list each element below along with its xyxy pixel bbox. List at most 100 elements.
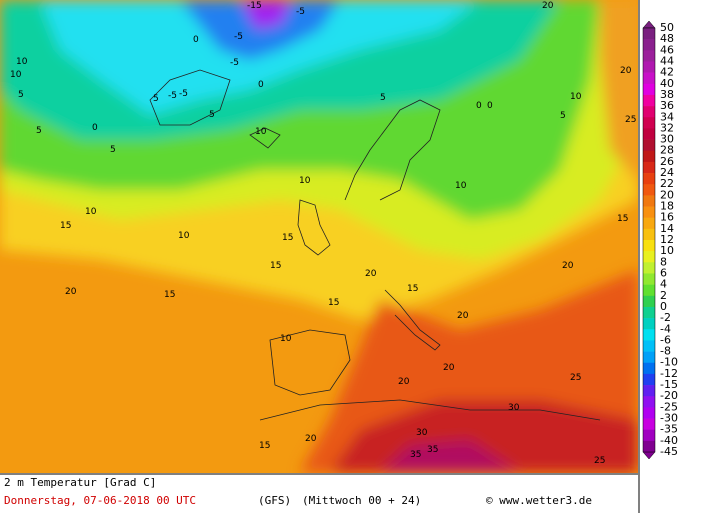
contour-label: 25 [594, 456, 605, 466]
colorbar-band [643, 240, 655, 252]
colorbar-band [643, 373, 655, 386]
colorbar-band [643, 72, 655, 85]
colorbar-tick-label: 22 [660, 177, 674, 190]
contour-label: 15 [407, 284, 418, 294]
colorbar-band [643, 217, 655, 230]
colorbar-band [643, 351, 655, 364]
contour-label: -15 [247, 1, 262, 11]
contour-label: 10 [178, 231, 190, 241]
contour-label: 10 [85, 207, 97, 217]
contour-label: -5 [168, 91, 177, 101]
contour-label: 30 [508, 403, 520, 413]
contour-label: 35 [410, 450, 421, 460]
colorbar-band [643, 106, 655, 118]
coast-britain [297, 199, 331, 256]
colorbar-frame [642, 27, 656, 453]
colorbar-band [643, 184, 655, 196]
colorbar-band [643, 61, 655, 73]
colorbar-tick-label: -10 [660, 356, 678, 369]
colorbar-tick-label: 36 [660, 99, 674, 112]
colorbar-tick-label: 38 [660, 88, 674, 101]
zone-minus5 [40, 0, 480, 115]
contour-label: 20 [562, 261, 574, 271]
colorbar-band [643, 396, 655, 408]
zone-east [600, 0, 638, 180]
colorbar-band [643, 39, 655, 51]
colorbar-band [643, 94, 655, 107]
contour-label: 10 [455, 181, 467, 191]
coast-africa [259, 399, 601, 421]
contour-label: -5 [179, 89, 188, 99]
colorbar-tick-label: 48 [660, 32, 674, 45]
colorbar-tick-label: 40 [660, 77, 674, 90]
colorbar-band [643, 28, 655, 40]
colorbar-tick-label: 8 [660, 255, 667, 268]
colorbar-tick-label: 4 [660, 278, 667, 291]
coastlines [149, 69, 601, 421]
contour-label: 10 [255, 127, 267, 137]
colorbar-band [643, 195, 655, 207]
colorbar-band [643, 139, 655, 152]
contour-label: -5 [234, 32, 243, 42]
contour-label: 20 [620, 66, 632, 76]
colorbar-tick-label: -40 [660, 434, 678, 447]
colorbar-band [643, 306, 655, 319]
contour-label: 20 [443, 363, 455, 373]
colorbar-band [643, 407, 655, 419]
colorbar-tick-label: -45 [660, 445, 678, 458]
colorbar-tick-label: 20 [660, 188, 674, 201]
colorbar-tick-label: -20 [660, 389, 678, 402]
contour-label: 25 [570, 373, 581, 383]
colorbar-tick-label: -4 [660, 322, 671, 335]
colorbar-band [643, 50, 655, 62]
contour-label: 20 [305, 434, 317, 444]
colorbar-tick-label: 28 [660, 144, 674, 157]
colorbar-band [643, 429, 655, 442]
zone-35 [380, 440, 520, 473]
coast-iberia [269, 329, 351, 396]
contour-label: 20 [542, 1, 554, 11]
contour-label: 20 [365, 269, 377, 279]
contour-label: 15 [328, 298, 339, 308]
contour-label: 10 [10, 70, 22, 80]
contour-label: 25 [625, 115, 636, 125]
colorbar-band [643, 418, 655, 430]
colorbar-band [643, 273, 655, 285]
colorbar-band [643, 295, 655, 308]
colorbar-tick-label: 32 [660, 121, 674, 134]
contour-label: 0 [487, 101, 493, 111]
footer-variable: 2 m Temperatur [Grad C] [4, 476, 156, 489]
footer-credit: © www.wetter3.de [486, 494, 592, 507]
contour-label: 0 [476, 101, 482, 111]
contour-label: 10 [16, 57, 28, 67]
coast-italy [384, 289, 441, 351]
colorbar-tick-label: -35 [660, 423, 678, 436]
coast-greenland [149, 69, 231, 126]
contour-label: 5 [110, 145, 116, 155]
contour-label: 0 [92, 123, 98, 133]
colorbar-tick-label: 24 [660, 166, 674, 179]
colorbar-band [643, 117, 655, 129]
contour-label: 5 [36, 126, 42, 136]
colorbar-band [643, 150, 655, 163]
colorbar-tick-label: 44 [660, 54, 674, 67]
colorbar-tick-label: -2 [660, 311, 671, 324]
colorbar-band [643, 173, 655, 185]
colorbar-band [643, 83, 655, 96]
colorbar-tick-label: 10 [660, 244, 674, 257]
colorbar-tick-label: 34 [660, 110, 674, 123]
colorbar-band [643, 385, 655, 397]
colorbar-tick-label: 30 [660, 133, 674, 146]
footer-date: Donnerstag, 07-06-2018 00 UTC [4, 494, 196, 507]
contour-label: 5 [560, 111, 566, 121]
contour-label: 15 [164, 290, 175, 300]
colorbar-tick-label: 6 [660, 266, 667, 279]
colorbar-band [643, 329, 655, 341]
contour-label: 0 [258, 80, 264, 90]
colorbar-tick-label: -30 [660, 412, 678, 425]
colorbar-bottom-arrow [642, 451, 656, 460]
colorbar-tick-label: 14 [660, 222, 674, 235]
coast-scandinavia [344, 99, 441, 201]
contour-label: 30 [416, 428, 428, 438]
